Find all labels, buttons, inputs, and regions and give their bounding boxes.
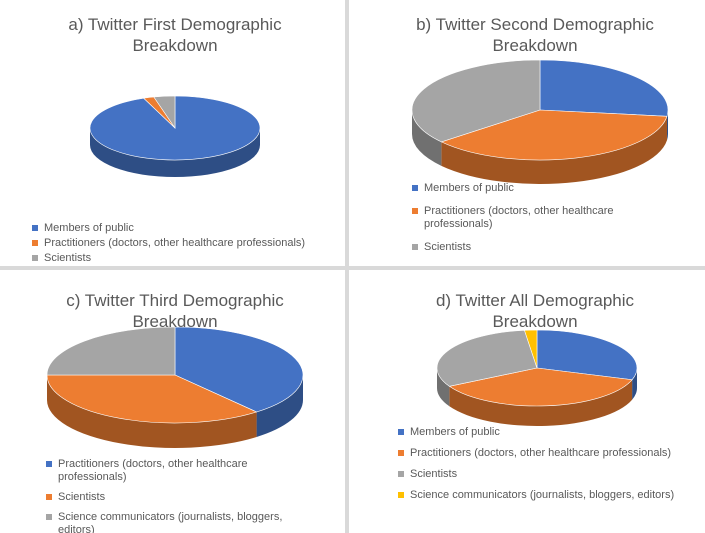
slice-side <box>90 128 260 177</box>
slice <box>436 329 538 387</box>
legend-label: Members of public <box>44 222 134 234</box>
slice-side <box>256 375 303 437</box>
legend-label: Practitioners (doctors, other healthcare… <box>424 205 614 230</box>
legend-label: Scientists <box>424 241 472 253</box>
legend-item: Members of public <box>398 426 678 439</box>
slice-side <box>47 375 257 449</box>
legend-swatch <box>398 471 404 477</box>
legend-swatch <box>398 450 404 456</box>
slice <box>448 367 633 407</box>
slice <box>174 326 304 413</box>
legend: Members of public Practitioners (doctors,… <box>32 222 342 267</box>
legend-swatch <box>32 240 38 246</box>
legend-item: Scientists <box>412 241 672 254</box>
legend-label: Science communicators (journalists, blog… <box>58 511 283 533</box>
legend-label: Practitioners (doctors, other healthcare… <box>410 447 672 459</box>
legend-item: Practitioners (doctors, other healthcare… <box>46 458 296 484</box>
slice <box>411 59 541 143</box>
legend-swatch <box>412 208 418 214</box>
slice-side <box>449 379 633 426</box>
legend-item: Practitioners (doctors, other healthcare… <box>32 237 342 250</box>
legend-swatch <box>412 185 418 191</box>
legend-item: Members of public <box>32 222 342 235</box>
slice <box>46 374 258 424</box>
legend-swatch <box>32 225 38 231</box>
legend-item: Scientists <box>46 491 296 504</box>
legend-swatch <box>398 429 404 435</box>
chart-title: c) Twitter Third Demographic Breakdown <box>66 291 284 331</box>
legend: Members of public Practitioners (doctors,… <box>398 426 678 510</box>
legend-item: Practitioners (doctors, other healthcare… <box>412 205 672 231</box>
slice <box>153 95 176 129</box>
legend-item: Scientists <box>32 252 342 265</box>
pie <box>89 95 261 177</box>
legend-swatch <box>46 514 52 520</box>
legend-item: Science communicators (journalists, blog… <box>398 489 678 502</box>
legend-swatch <box>46 494 52 500</box>
legend-swatch <box>398 492 404 498</box>
legend: Practitioners (doctors, other healthcare… <box>46 458 296 533</box>
chart-title: b) Twitter Second Demographic Breakdown <box>416 15 654 55</box>
pie <box>411 59 669 184</box>
legend-label: Science communicators (journalists, blog… <box>410 489 675 501</box>
slice <box>440 109 668 161</box>
chart-title: d) Twitter All Demographic Breakdown <box>435 291 635 331</box>
legend-label: Scientists <box>44 252 92 264</box>
legend-item: Members of public <box>412 182 672 195</box>
legend-label: Scientists <box>410 468 458 480</box>
legend-label: Practitioners (doctors, other healthcare… <box>58 458 248 483</box>
legend-label: Members of public <box>410 426 500 438</box>
legend-item: Practitioners (doctors, other healthcare… <box>398 447 678 460</box>
slice <box>46 326 176 376</box>
slice-side <box>412 110 442 166</box>
legend-label: Members of public <box>424 182 514 194</box>
slice <box>524 329 538 369</box>
legend-item: Science communicators (journalists, blog… <box>46 511 296 533</box>
chart-title: a) Twitter First Demographic Breakdown <box>68 15 282 55</box>
legend-item: Scientists <box>398 468 678 481</box>
pie <box>46 326 304 449</box>
slice-side <box>632 368 637 400</box>
legend-swatch <box>32 255 38 261</box>
legend: Members of public Practitioners (doctors,… <box>412 182 672 264</box>
legend-label: Scientists <box>58 491 106 503</box>
legend-swatch <box>46 461 52 467</box>
slice <box>539 59 669 117</box>
slice <box>536 329 638 381</box>
slice-side <box>666 110 668 141</box>
legend-label: Practitioners (doctors, other healthcare… <box>44 237 306 249</box>
legend-swatch <box>412 244 418 250</box>
pie <box>436 329 638 426</box>
slice-side <box>441 116 667 184</box>
